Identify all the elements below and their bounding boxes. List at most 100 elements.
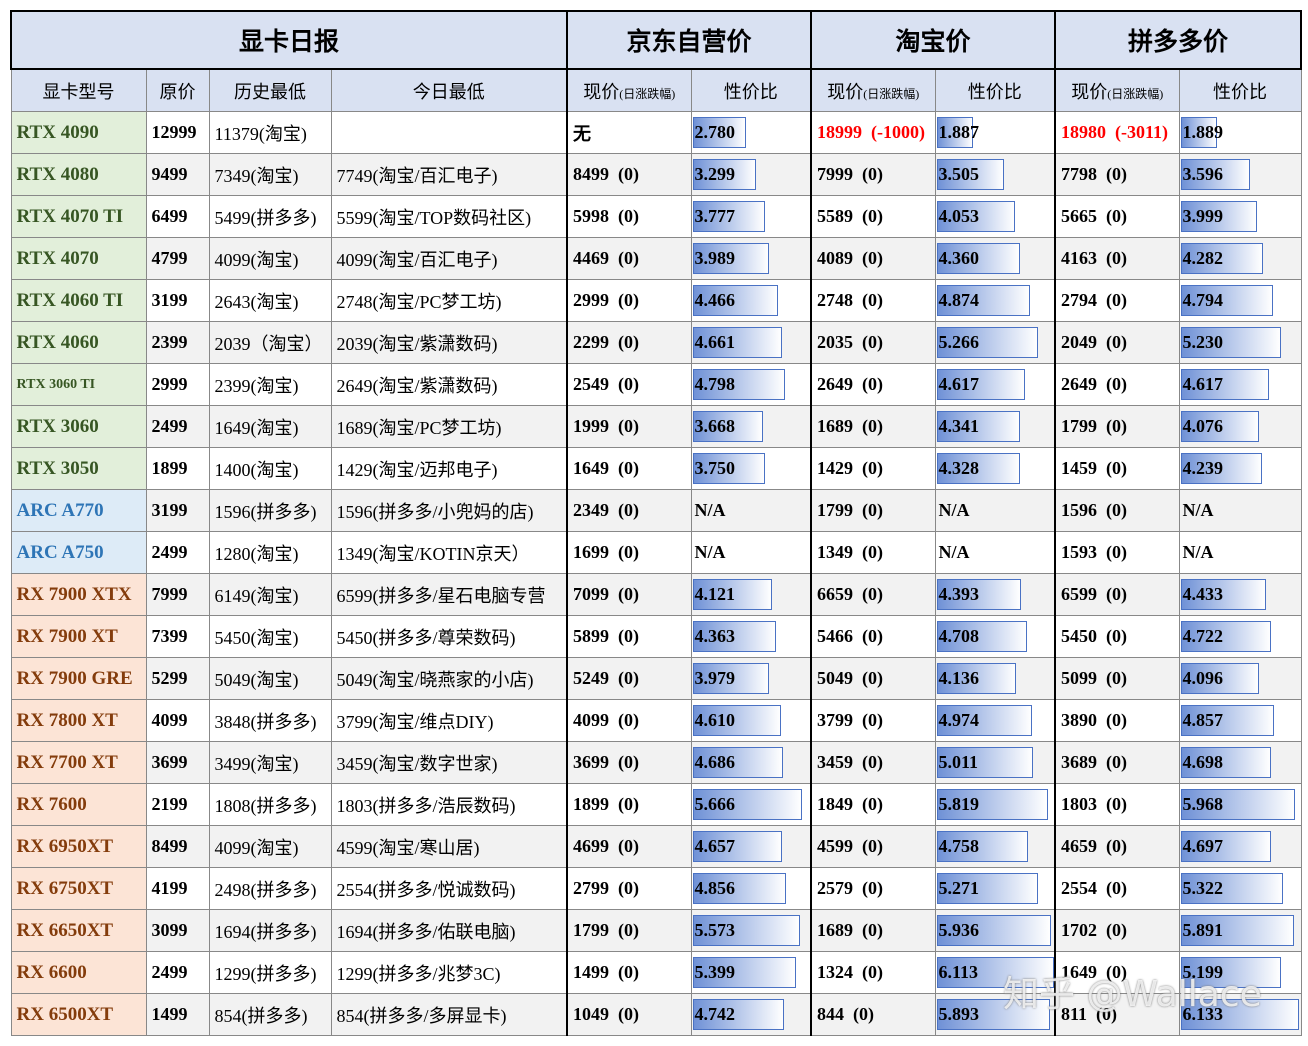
ratio-bar — [936, 285, 1031, 316]
cell: 5.573 — [690, 909, 812, 952]
ratio-value: 5.573 — [694, 920, 736, 940]
ratio-value: 4.697 — [1182, 836, 1224, 856]
group-title: 淘宝价 — [810, 10, 1057, 70]
column-header: 显卡型号 原价 历史最低 今日最低 现价(日涨跌幅) 性价比 现价(日涨跌幅) 性价比 现价(日… — [10, 68, 1302, 112]
cell: 5249 (0) — [566, 657, 692, 700]
cell: 6499 — [145, 195, 210, 238]
ratio-bar — [692, 327, 783, 358]
ratio-bar — [936, 117, 973, 148]
cell: 4.136 — [934, 657, 1056, 700]
ratio-value: 5.011 — [938, 752, 979, 772]
column-title-main: 现价 — [1071, 81, 1108, 102]
cell: 1649 (0) — [1054, 951, 1180, 994]
ratio-bar — [1180, 453, 1263, 484]
cell: ARC A750 — [10, 531, 147, 574]
ratio-value: 2.780 — [694, 122, 736, 142]
cell: 1429 (0) — [810, 447, 936, 490]
ratio-value: 4.328 — [938, 458, 980, 478]
ratio-value: 4.393 — [938, 584, 980, 604]
cell: 4.076 — [1178, 405, 1302, 448]
cell: 3699 (0) — [566, 741, 692, 784]
cell: 1649(淘宝) — [208, 405, 332, 448]
ratio-value: 4.698 — [1182, 752, 1224, 772]
row: RX 7900 XT 7399 5450(淘宝) 5450(拼多多/尊荣数码) 5899… — [10, 615, 1302, 658]
cell: 4099(淘宝) — [208, 825, 332, 868]
cell: 5.266 — [934, 321, 1056, 364]
ratio-value: 4.433 — [1182, 584, 1224, 604]
cell: 1459 (0) — [1054, 447, 1180, 490]
cell: 5.893 — [934, 993, 1056, 1036]
ratio-value: 4.874 — [938, 290, 980, 310]
cell: 3459 (0) — [810, 741, 936, 784]
cell: RTX 4070 — [10, 237, 147, 280]
cell: RX 6600 — [10, 951, 147, 994]
cell: 2554(拼多多/悦诚数码) — [330, 867, 568, 910]
ratio-value: 4.857 — [1182, 710, 1224, 730]
cell: 5899 (0) — [566, 615, 692, 658]
cell: 2199 — [145, 783, 210, 826]
cell: 5.230 — [1178, 321, 1302, 364]
cell: 4699 (0) — [566, 825, 692, 868]
cell: 4.661 — [690, 321, 812, 364]
cell: 3.777 — [690, 195, 812, 238]
cell: 12999 — [145, 111, 210, 154]
cell: 1689 (0) — [810, 405, 936, 448]
ratio-bar — [1180, 789, 1296, 820]
cell: 6599 (0) — [1054, 573, 1180, 616]
cell: 2649 (0) — [1054, 363, 1180, 406]
cell: 1049 (0) — [566, 993, 692, 1036]
ratio-bar — [1180, 915, 1294, 946]
ratio-bar — [1180, 579, 1266, 610]
cell: 7999 — [145, 573, 210, 616]
cell: 4.798 — [690, 363, 812, 406]
ratio-bar — [936, 243, 1021, 274]
column-title-note: (日涨跌幅) — [619, 86, 676, 101]
cell: 1899 — [145, 447, 210, 490]
ratio-value: 5.322 — [1182, 878, 1224, 898]
cell: 9499 — [145, 153, 210, 196]
ratio-value: 4.708 — [938, 626, 980, 646]
cell: 4.393 — [934, 573, 1056, 616]
cell: 7749(淘宝/百汇电子) — [330, 153, 568, 196]
cell: 6599(拼多多/星石电脑专营 — [330, 573, 568, 616]
cell: 4163 (0) — [1054, 237, 1180, 280]
cell: RX 7700 XT — [10, 741, 147, 784]
cell: N/A — [1178, 531, 1302, 574]
ratio-bar — [1180, 873, 1283, 904]
row: RX 6600 2499 1299(拼多多) 1299(拼多多/兆梦3C) 1499 (… — [10, 951, 1302, 994]
cell: 1999 (0) — [566, 405, 692, 448]
cell: 3499(淘宝) — [208, 741, 332, 784]
ratio-value: 4.657 — [694, 836, 736, 856]
cell: 1280(淘宝) — [208, 531, 332, 574]
column-title: 原价 — [145, 68, 210, 112]
cell: 4.657 — [690, 825, 812, 868]
ratio-bar — [692, 999, 784, 1030]
cell: RX 7800 XT — [10, 699, 147, 742]
cell: 1596(拼多多) — [208, 489, 332, 532]
cell: 3.979 — [690, 657, 812, 700]
cell: 2498(拼多多) — [208, 867, 332, 910]
cell: 1803(拼多多/浩辰数码) — [330, 783, 568, 826]
cell: 811 (0) — [1054, 993, 1180, 1036]
column-title: 现价(日涨跌幅) — [1054, 68, 1180, 112]
cell: RX 7600 — [10, 783, 147, 826]
ratio-bar — [936, 621, 1028, 652]
cell: 无 — [566, 111, 692, 154]
ratio-bar — [692, 579, 772, 610]
cell: 4.121 — [690, 573, 812, 616]
cell: 1694(拼多多/佑联电脑) — [330, 909, 568, 952]
ratio-bar — [936, 747, 1033, 778]
row: RTX 3050 1899 1400(淘宝) 1429(淘宝/迈邦电子) 1649 (0… — [10, 447, 1302, 490]
ratio-bar — [692, 117, 746, 148]
column-title-note: (日涨跌幅) — [1107, 86, 1164, 101]
cell: 2039(淘宝/紫潇数码) — [330, 321, 568, 364]
cell: 3199 — [145, 279, 210, 322]
cell: 2649(淘宝/紫潇数码) — [330, 363, 568, 406]
ratio-value: N/A — [1182, 500, 1214, 520]
cell: 1324 (0) — [810, 951, 936, 994]
column-title: 现价(日涨跌幅) — [810, 68, 936, 112]
cell: 4.794 — [1178, 279, 1302, 322]
cell: 1803 (0) — [1054, 783, 1180, 826]
ratio-value: 4.758 — [938, 836, 980, 856]
